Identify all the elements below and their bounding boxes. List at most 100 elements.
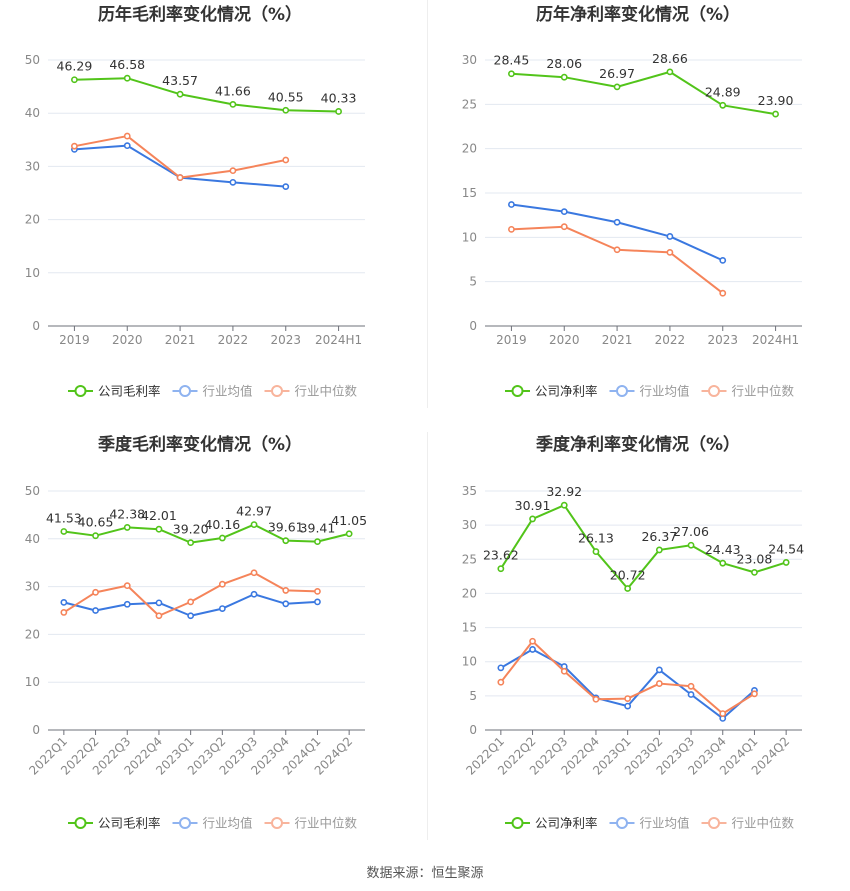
series-line-industry_median	[74, 135, 286, 179]
data-point-industry_median	[751, 690, 758, 698]
legend-circle-icon	[179, 385, 191, 397]
data-point-industry_median	[314, 587, 321, 595]
data-point-company	[560, 73, 568, 81]
data-point-company	[613, 83, 621, 91]
chart-title: 历年净利率变化情况（%）	[536, 4, 740, 25]
x-tick-label: 2024H1	[315, 333, 362, 347]
data-point-industry_median	[218, 580, 226, 588]
chart-title: 季度毛利率变化情况（%）	[98, 434, 302, 455]
data-label: 46.29	[57, 59, 93, 74]
data-point-industry_median	[187, 598, 195, 606]
data-point-industry_avg	[719, 256, 727, 264]
data-label: 40.65	[78, 515, 114, 530]
data-point-industry_avg	[613, 218, 621, 226]
series-line-industry_median	[511, 225, 724, 294]
y-tick-label: 5	[469, 689, 477, 703]
y-tick-label: 20	[25, 213, 40, 227]
data-point-company	[497, 565, 505, 573]
chart-svg: 历年净利率变化情况（%） 0 5 10 15 20 25 30 2019 2020 2021 2022…	[462, 4, 802, 399]
x-tick-label: 2019	[496, 333, 527, 347]
x-tick-label: 2023	[707, 333, 738, 347]
data-point-company	[250, 521, 258, 529]
data-point-industry_median	[719, 289, 727, 297]
series-line-company	[511, 70, 776, 116]
data-point-industry_median	[529, 637, 536, 645]
chart-annual-net-margin: 历年净利率变化情况（%） 0 5 10 15 20 25 30 2019 2020 2021 2022…	[425, 0, 850, 420]
x-tick-label: 2022	[655, 333, 686, 347]
data-label: 26.13	[578, 531, 614, 546]
y-tick-label: 20	[25, 627, 40, 641]
legend-label: 行业均值	[203, 384, 253, 399]
y-tick-label: 5	[469, 275, 477, 289]
y-tick-label: 35	[462, 484, 477, 498]
legend-item-company: 公司净利率	[505, 816, 598, 831]
data-point-company	[751, 568, 758, 576]
data-label: 24.54	[768, 541, 804, 556]
y-tick-label: 0	[469, 723, 477, 737]
data-point-industry_avg	[60, 598, 68, 606]
data-point-industry_avg	[508, 201, 515, 208]
legend-label: 行业均值	[640, 384, 690, 399]
data-point-company	[92, 532, 99, 540]
legend-circle-icon	[74, 817, 87, 829]
data-point-company	[123, 524, 131, 531]
y-tick-label: 0	[469, 319, 477, 333]
data-point-company	[508, 70, 515, 78]
data-label: 26.37	[641, 529, 677, 544]
data-point-industry_median	[655, 680, 663, 687]
y-tick-label: 50	[25, 484, 40, 498]
data-point-industry_avg	[624, 702, 632, 710]
data-label: 39.41	[300, 521, 336, 536]
legend-circle-icon	[616, 817, 628, 829]
data-point-industry_avg	[123, 600, 131, 608]
y-tick-label: 20	[462, 586, 477, 600]
x-tick-label: 2020	[112, 333, 143, 347]
data-point-company	[529, 515, 536, 523]
data-label: 32.92	[546, 484, 582, 499]
data-point-company	[71, 76, 78, 84]
data-point-company	[123, 74, 131, 82]
data-label: 28.06	[546, 56, 582, 71]
x-tick-label: 2021	[165, 333, 196, 347]
legend-circle-icon	[271, 817, 283, 829]
data-point-company	[282, 537, 290, 545]
x-tick-label: 2023	[270, 333, 301, 347]
chart-title: 季度净利率变化情况（%）	[536, 434, 740, 455]
data-source: 数据来源：恒生聚源	[366, 866, 484, 881]
chart-quarterly-net-margin: 季度净利率变化情况（%） 0 5 10 15 20 25 30 35 2022Q1 2022Q2 20…	[425, 425, 850, 845]
data-point-industry_avg	[282, 600, 290, 608]
legend-circle-icon	[271, 385, 283, 397]
x-tick-label: 2019	[59, 333, 90, 347]
legend-circle-icon	[511, 817, 524, 829]
series-line-company	[63, 523, 350, 544]
chart-title: 历年毛利率变化情况（%）	[98, 4, 302, 25]
data-point-industry_avg	[529, 646, 536, 653]
y-tick-label: 30	[462, 518, 477, 532]
legend-circle-icon	[74, 385, 87, 397]
data-point-industry_avg	[655, 666, 663, 674]
data-point-company	[345, 530, 353, 538]
data-point-company	[187, 539, 195, 547]
series-line-company	[500, 504, 787, 590]
data-label: 23.08	[737, 551, 773, 566]
y-tick-label: 30	[25, 159, 40, 173]
data-label: 20.72	[610, 568, 646, 583]
legend-item-industry_avg: 行业均值	[609, 816, 690, 831]
data-point-company	[592, 548, 600, 555]
chart-annual-gross-margin: 历年毛利率变化情况（%） 0 10 20 30 40 50 2019 2020 2021 2022 2…	[0, 0, 425, 420]
data-point-industry_avg	[282, 183, 290, 191]
legend-label: 公司毛利率	[98, 816, 161, 831]
legend-item-industry_median: 行业中位数	[264, 384, 358, 399]
y-tick-label: 30	[25, 580, 40, 594]
y-tick-label: 10	[25, 266, 40, 280]
y-tick-label: 40	[25, 106, 40, 120]
data-point-industry_median	[176, 174, 184, 181]
divider	[427, 432, 428, 840]
data-point-industry_median	[560, 667, 568, 675]
data-point-company	[624, 585, 632, 592]
data-point-industry_median	[155, 612, 163, 620]
data-point-industry_avg	[229, 178, 237, 186]
data-point-company	[176, 90, 184, 98]
y-tick-label: 50	[25, 53, 40, 67]
y-tick-label: 0	[32, 319, 40, 333]
